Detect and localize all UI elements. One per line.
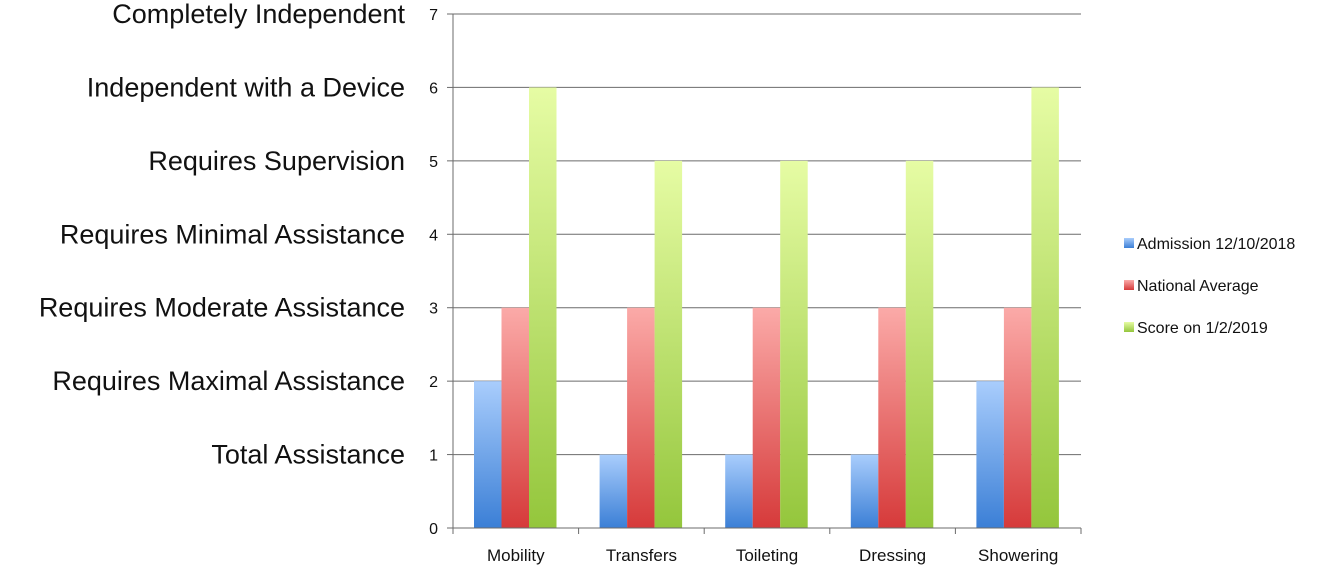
bar: [501, 307, 529, 528]
bar: [654, 160, 683, 528]
y-tick-label: 5: [429, 154, 438, 171]
bar: [529, 87, 557, 528]
bar: [1003, 307, 1032, 528]
level-label: Completely Independent: [112, 0, 405, 29]
y-tick-label: 2: [429, 374, 438, 391]
level-labels: Total Assistance Requires Maximal Assista…: [39, 0, 406, 470]
bar: [850, 454, 879, 528]
level-label: Total Assistance: [211, 440, 405, 470]
y-tick-label: 4: [429, 227, 438, 244]
level-label: Independent with a Device: [87, 72, 405, 102]
x-category-label: Toileting: [736, 546, 798, 565]
axes: [447, 13, 1082, 534]
x-category-label: Transfers: [606, 546, 677, 565]
y-tick-label: 0: [429, 521, 438, 538]
y-tick-label: 3: [429, 301, 438, 318]
bar: [905, 160, 934, 528]
bar: [474, 381, 502, 528]
bar: [599, 454, 628, 528]
legend: Admission 12/10/2018 National Average Scor…: [1124, 236, 1295, 337]
x-axis-categories: Mobility Transfers Toileting Dressing Shower…: [487, 546, 1058, 565]
level-label: Requires Moderate Assistance: [39, 293, 405, 323]
legend-swatch: [1124, 280, 1134, 290]
level-label: Requires Supervision: [148, 146, 405, 176]
legend-label: National Average: [1137, 278, 1259, 295]
x-category-label: Mobility: [487, 546, 545, 565]
bar: [627, 307, 655, 528]
y-tick-label: 1: [429, 448, 438, 465]
x-category-label: Dressing: [859, 546, 926, 565]
level-label: Requires Maximal Assistance: [52, 366, 405, 396]
legend-swatch: [1124, 322, 1134, 332]
bar: [780, 160, 808, 528]
bar: [725, 454, 753, 528]
y-tick-label: 6: [429, 80, 438, 97]
bar: [878, 307, 906, 528]
bars: [474, 87, 1059, 528]
bar: [1031, 87, 1059, 528]
x-category-label: Showering: [978, 546, 1058, 565]
legend-label: Admission 12/10/2018: [1137, 236, 1295, 253]
bar: [752, 307, 781, 528]
legend-label: Score on 1/2/2019: [1137, 320, 1268, 337]
bar: [976, 381, 1004, 528]
y-tick-label: 7: [429, 7, 438, 24]
level-label: Requires Minimal Assistance: [60, 219, 405, 249]
legend-swatch: [1124, 238, 1134, 248]
y-axis-ticks: 0 1 2 3 4 5 6 7: [429, 7, 438, 538]
